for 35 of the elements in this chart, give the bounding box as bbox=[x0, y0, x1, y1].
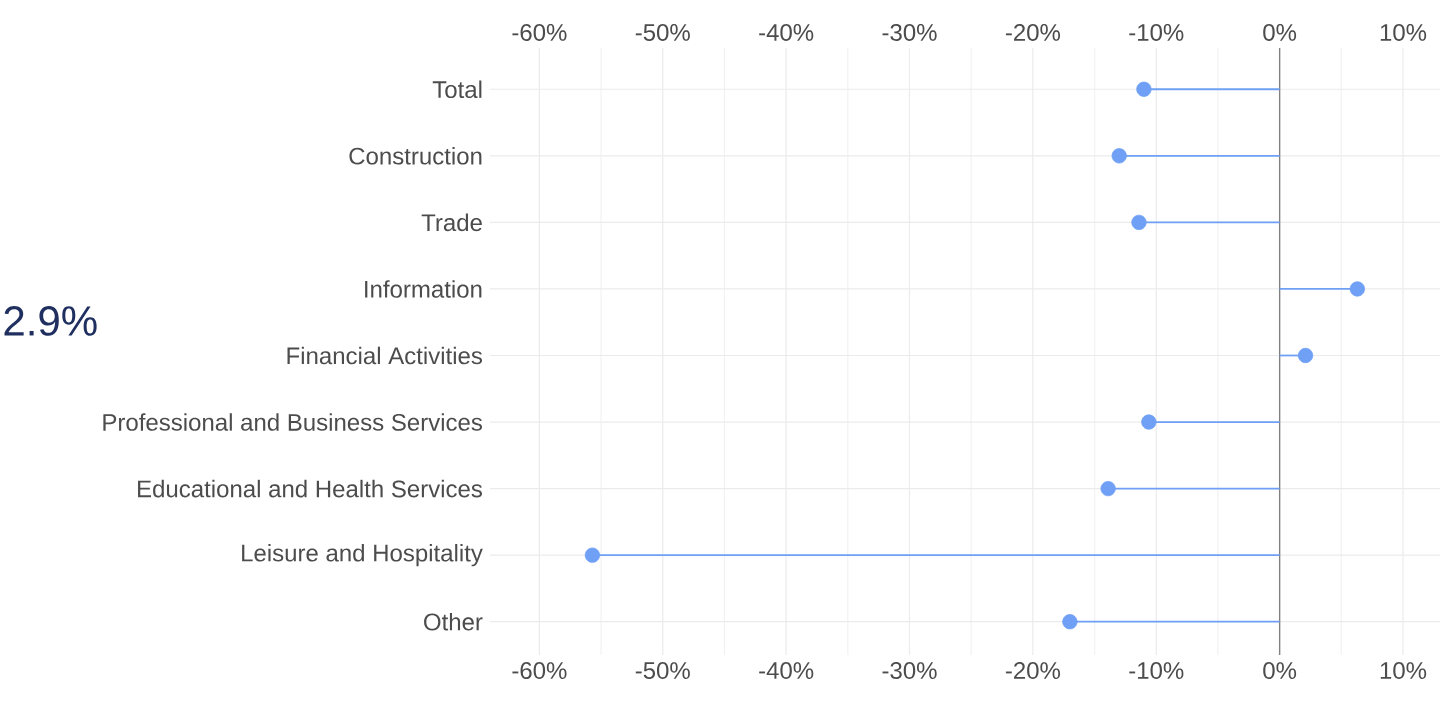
x2-tick-label: -40% bbox=[759, 23, 814, 41]
y-tick-label: Information bbox=[365, 280, 482, 298]
x-tick-label: 10% bbox=[1380, 662, 1427, 680]
y-tick-label: Financial Activities bbox=[287, 346, 483, 365]
x2-tick-label: -10% bbox=[1129, 23, 1184, 41]
point bbox=[1136, 81, 1152, 97]
point bbox=[1297, 347, 1314, 364]
y-tick-label: Total bbox=[432, 80, 482, 99]
point bbox=[1100, 481, 1116, 497]
point bbox=[1111, 148, 1127, 164]
x2-tick-label: 0% bbox=[1263, 23, 1297, 41]
x-tick-label: -60% bbox=[512, 662, 567, 680]
point bbox=[1131, 214, 1147, 230]
x-tick-label: -50% bbox=[635, 662, 690, 680]
y-tick-label: Other bbox=[424, 612, 483, 631]
y-tick-label: Professional and Business Services bbox=[103, 413, 482, 431]
text: 2.9% bbox=[4, 306, 97, 336]
x-tick-label: -10% bbox=[1129, 662, 1184, 680]
x-tick-label: -20% bbox=[1005, 662, 1061, 680]
x-tick-label: -30% bbox=[882, 662, 937, 680]
x2-tick-label: -30% bbox=[882, 23, 937, 41]
x2-tick-label: -20% bbox=[1005, 23, 1061, 41]
x2-tick-label: 10% bbox=[1380, 23, 1427, 41]
point bbox=[1349, 281, 1365, 297]
x2-tick-label: -60% bbox=[512, 23, 567, 41]
x-tick-label: -40% bbox=[759, 662, 814, 680]
y-tick-label: Trade bbox=[421, 213, 482, 232]
point bbox=[584, 547, 601, 563]
x-tick-label: 0% bbox=[1263, 662, 1297, 680]
point bbox=[1141, 414, 1157, 430]
y-tick-label: Educational and Health Services bbox=[138, 479, 482, 498]
y-tick-label: Leisure and Hospitality bbox=[242, 543, 483, 567]
point bbox=[1062, 614, 1078, 630]
x2-tick-label: -50% bbox=[635, 23, 690, 41]
y-tick-label: Construction bbox=[349, 147, 482, 165]
